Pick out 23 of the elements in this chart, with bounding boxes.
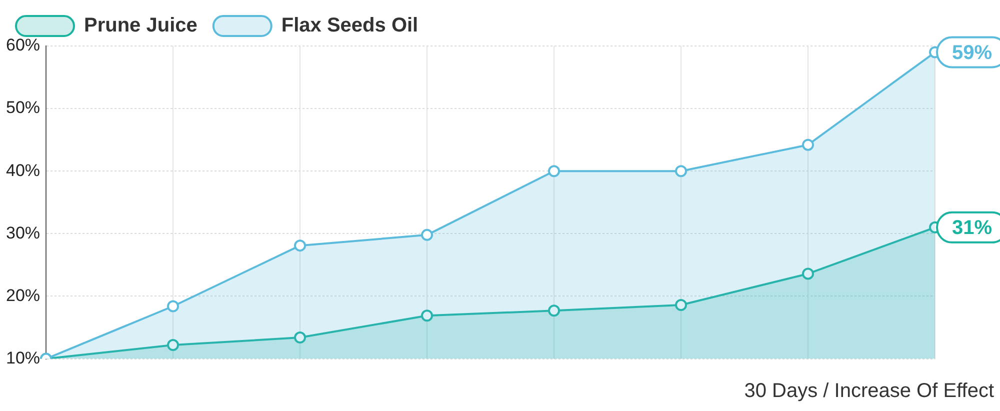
point	[167, 339, 180, 352]
point	[421, 310, 434, 322]
point	[421, 228, 434, 241]
point	[294, 240, 306, 252]
point	[675, 165, 688, 178]
point	[675, 299, 688, 311]
y-tick-label: 20%	[6, 286, 40, 305]
y-tick-label: 60%	[6, 36, 40, 55]
y-tick-label: 10%	[6, 348, 40, 368]
y-tick-label: 30%	[6, 223, 40, 242]
legend-label: Prune Juice	[84, 14, 198, 37]
y-tick-label: 50%	[6, 98, 40, 118]
point	[802, 138, 814, 151]
data-label: 31%	[952, 216, 992, 239]
point	[802, 268, 814, 280]
data-label: 59%	[952, 42, 992, 64]
point	[294, 332, 306, 344]
point	[548, 165, 560, 178]
point	[548, 304, 560, 317]
y-tick-label: 40%	[6, 160, 40, 180]
x-axis-title: 30 Days / Increase Of Effect	[744, 380, 994, 403]
point	[167, 300, 180, 312]
legend-label: Flax Seeds Oil	[281, 14, 418, 37]
